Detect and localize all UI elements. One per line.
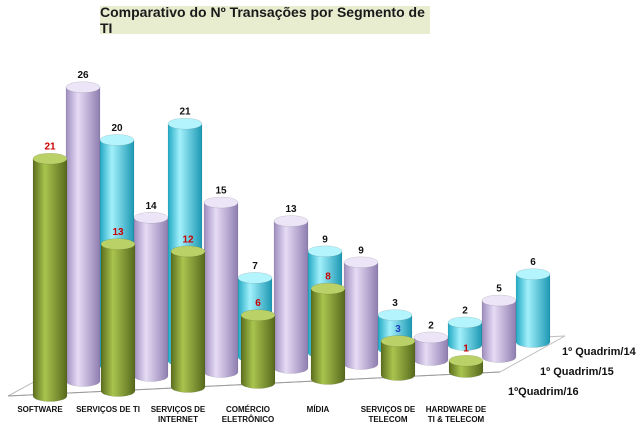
- bar-top: [343, 256, 379, 269]
- bar-0-4: [310, 282, 346, 385]
- category-label: SERVIÇOS DE TELECOM: [361, 405, 416, 424]
- bar-body: [240, 314, 276, 389]
- category-labels-group: SOFTWARE SERVIÇOS DE TI SERVIÇOS DE INTERNE…: [17, 405, 487, 424]
- value-label: 15: [215, 186, 227, 197]
- bar-1-2: [203, 196, 239, 378]
- bar-body: [515, 273, 551, 348]
- bar-body: [447, 322, 483, 351]
- bar-1-0: [65, 81, 101, 387]
- bar-1-4: [343, 256, 379, 370]
- value-label: 3: [395, 324, 401, 335]
- value-label: 2: [462, 305, 468, 316]
- category-label: HARDWARE DE TI & TELECOM: [426, 405, 487, 424]
- bar-0-6: [448, 354, 484, 378]
- value-label: 1: [463, 344, 469, 355]
- bar-1-1: [133, 212, 169, 382]
- bar-top: [133, 212, 169, 224]
- bar-top: [310, 282, 346, 295]
- bar-body: [133, 217, 169, 382]
- value-label: 6: [530, 257, 536, 268]
- bar-body: [310, 288, 346, 385]
- value-label: 8: [325, 272, 331, 283]
- bars-group: [32, 81, 551, 402]
- category-label: MÍDIA: [307, 405, 330, 414]
- chart-title-box: Comparativo do Nº Transações por Segment…: [100, 4, 430, 36]
- bar-0-3: [240, 309, 276, 389]
- bar-top: [32, 152, 68, 165]
- bar-top: [307, 245, 343, 258]
- category-label: SERVIÇOS DE INTERNET: [151, 405, 206, 424]
- value-label: 20: [111, 123, 123, 134]
- value-label: 13: [285, 204, 297, 215]
- category-label: SERVIÇOS DE TI: [76, 405, 140, 414]
- value-label: 21: [44, 142, 56, 153]
- bar-top: [377, 309, 413, 321]
- bar-2-6: [515, 268, 551, 348]
- bar-top: [99, 134, 135, 146]
- bar-top: [65, 81, 101, 93]
- category-label: SOFTWARE: [17, 405, 63, 414]
- bar-top: [240, 309, 276, 321]
- chart-title: Comparativo do Nº Transações por Segment…: [100, 4, 425, 36]
- bar-top: [380, 335, 416, 347]
- value-label: 14: [145, 201, 157, 212]
- value-label: 21: [179, 107, 191, 118]
- bar-body: [203, 202, 239, 378]
- value-label: 6: [255, 298, 261, 309]
- value-label: 9: [322, 234, 328, 245]
- value-label: 2: [428, 320, 434, 331]
- bar-top: [170, 245, 206, 258]
- value-label: 13: [112, 227, 124, 238]
- bar-top: [448, 354, 484, 367]
- category-label: COMÉRCIO ELETRÔNICO: [222, 405, 274, 424]
- bar-body: [273, 220, 309, 374]
- bar-top: [515, 268, 551, 280]
- bar-top: [100, 238, 136, 250]
- legend-entry: 1º Quadrim/15: [540, 366, 614, 378]
- legend-group: 1ºQuadrim/16 1º Quadrim/15 1º Quadrim/14: [508, 346, 637, 398]
- bar-top: [167, 117, 203, 130]
- bar-body: [343, 262, 379, 370]
- value-label: 5: [496, 284, 502, 295]
- bar-body: [32, 158, 68, 402]
- bar-body: [380, 340, 416, 381]
- bar-0-1: [100, 238, 136, 397]
- value-label: 12: [182, 234, 194, 245]
- bar-top: [237, 272, 273, 284]
- bar-0-5: [380, 335, 416, 381]
- bar-0-0: [32, 152, 68, 402]
- bar-top: [203, 196, 239, 209]
- bar-top: [273, 215, 309, 227]
- bar-2-5: [447, 316, 483, 351]
- legend-entry: 1ºQuadrim/16: [508, 386, 579, 398]
- bar-body: [65, 86, 101, 387]
- bar-body: [481, 300, 517, 363]
- value-label: 3: [392, 298, 398, 309]
- value-label: 26: [77, 70, 89, 81]
- bar-top: [413, 331, 449, 344]
- bar-body: [170, 251, 206, 393]
- bar-top: [481, 294, 517, 307]
- bar-body: [100, 243, 136, 397]
- bar-0-2: [170, 245, 206, 393]
- bar-1-3: [273, 215, 309, 374]
- value-label: 7: [252, 261, 258, 272]
- value-label: 9: [358, 245, 364, 256]
- bar-1-6: [481, 294, 517, 363]
- legend-entry: 1º Quadrim/14: [562, 346, 637, 358]
- bar-1-5: [413, 331, 449, 366]
- bar-top: [447, 316, 483, 329]
